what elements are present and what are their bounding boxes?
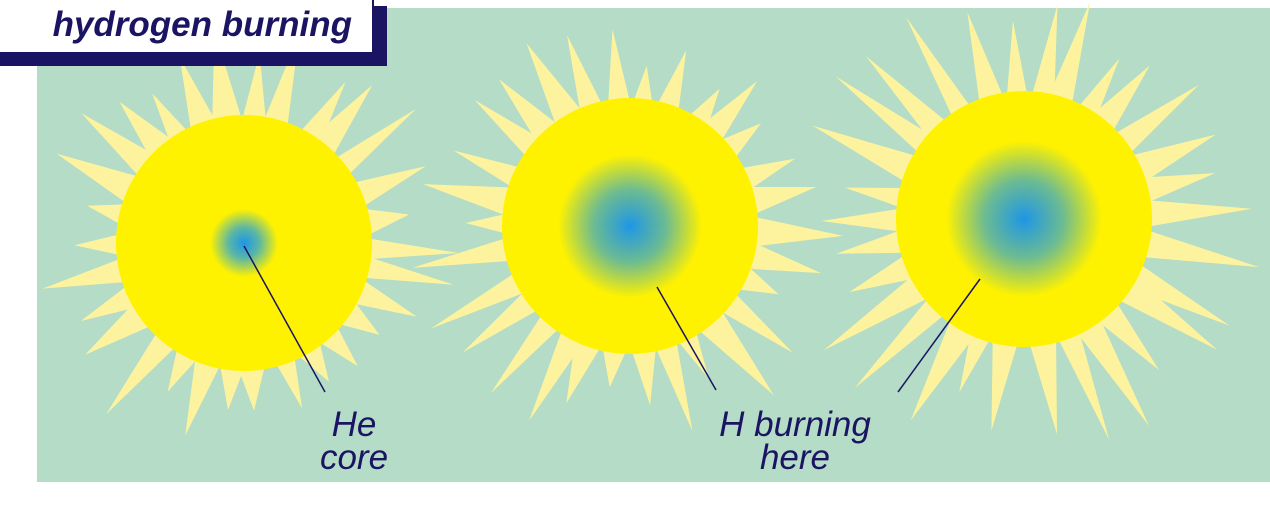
star-ray xyxy=(865,56,950,143)
star-ray xyxy=(959,327,993,393)
star-rays xyxy=(812,1,1260,440)
helium-core xyxy=(210,209,278,277)
star-ray xyxy=(1123,261,1230,326)
star-ray xyxy=(219,360,247,411)
star-ray xyxy=(607,29,631,109)
star-ray xyxy=(1126,134,1216,186)
star-ray xyxy=(695,306,774,396)
star-large-core xyxy=(812,1,1260,440)
star-ray xyxy=(906,17,973,122)
star-ray xyxy=(1073,313,1149,426)
star-ray xyxy=(430,270,530,329)
star-ray xyxy=(462,288,542,353)
star-ray xyxy=(529,325,587,421)
star-ray xyxy=(526,43,585,131)
h-burning-label: H burning here xyxy=(680,405,910,477)
star-ray xyxy=(42,257,131,289)
star-ray xyxy=(465,212,511,235)
h-burning-pointer-middle xyxy=(656,286,717,391)
star-ray xyxy=(412,236,516,268)
star-ray xyxy=(991,334,1019,431)
star-ray xyxy=(474,100,545,161)
star-ray xyxy=(854,294,948,389)
star-ray xyxy=(359,255,454,285)
star-ray xyxy=(236,361,266,411)
star-ray xyxy=(1028,334,1057,435)
star-ray xyxy=(630,343,657,406)
star-ray xyxy=(821,208,905,233)
star-ray xyxy=(241,53,267,126)
star-ray xyxy=(812,125,921,185)
star-ray xyxy=(835,76,936,156)
h-burning-pointer-right xyxy=(897,278,981,393)
star-ray xyxy=(1006,20,1028,101)
star-ray xyxy=(1046,1,1091,109)
star-ray xyxy=(296,81,346,149)
star-ray xyxy=(849,252,920,293)
star-ray xyxy=(742,240,821,274)
star-ray xyxy=(307,85,373,160)
star-ray xyxy=(631,65,654,109)
star-ray xyxy=(348,166,426,210)
page-title: hydrogen burning xyxy=(52,5,352,44)
star-ray xyxy=(655,50,687,116)
star-ray xyxy=(56,153,144,206)
star-ray xyxy=(179,57,219,135)
star-ray xyxy=(358,208,410,238)
star-small-core xyxy=(42,31,459,436)
star-ray xyxy=(653,337,693,432)
he-core-label: He core xyxy=(299,405,409,477)
h-burning-label-line1: H burning xyxy=(719,405,871,444)
helium-core xyxy=(558,154,702,298)
star-ray xyxy=(1136,173,1216,205)
star-ray xyxy=(748,215,844,248)
star-ray xyxy=(1110,85,1199,157)
star-ray xyxy=(490,310,563,394)
star-ray xyxy=(453,150,525,190)
star-ray xyxy=(1030,4,1058,103)
star-ray xyxy=(1114,273,1218,350)
star-ray xyxy=(81,113,160,180)
star-ray xyxy=(967,12,1005,108)
star-ray xyxy=(716,289,793,353)
h-burning-label-line2: here xyxy=(759,438,831,477)
star-ray xyxy=(567,35,605,117)
star-ray xyxy=(823,272,933,351)
star-ray xyxy=(743,187,817,217)
star-ray xyxy=(273,352,303,409)
star-ray xyxy=(348,277,417,317)
star-ray xyxy=(1075,58,1120,123)
title-box: hydrogen burning xyxy=(0,0,374,54)
star-ray xyxy=(185,353,223,436)
he-core-label-line1: He xyxy=(331,405,377,444)
star-ray xyxy=(106,328,179,415)
star-ray xyxy=(1137,229,1260,268)
star-ray xyxy=(836,228,909,254)
star-ray xyxy=(1092,298,1159,370)
star-ray xyxy=(74,233,125,257)
star-ray xyxy=(910,315,979,421)
star-ray xyxy=(1056,326,1110,440)
star-ray xyxy=(362,237,459,260)
star-ray xyxy=(844,187,909,209)
star-ray xyxy=(423,184,517,218)
he-core-label-line2: core xyxy=(319,438,389,477)
star-rays xyxy=(412,29,844,432)
star-ray xyxy=(331,108,417,179)
star-ray xyxy=(1088,65,1150,136)
he-core-pointer xyxy=(243,245,326,393)
helium-core xyxy=(946,141,1102,297)
star-ray xyxy=(1142,199,1252,228)
star-medium-core xyxy=(412,29,844,432)
star-ray xyxy=(601,342,629,388)
